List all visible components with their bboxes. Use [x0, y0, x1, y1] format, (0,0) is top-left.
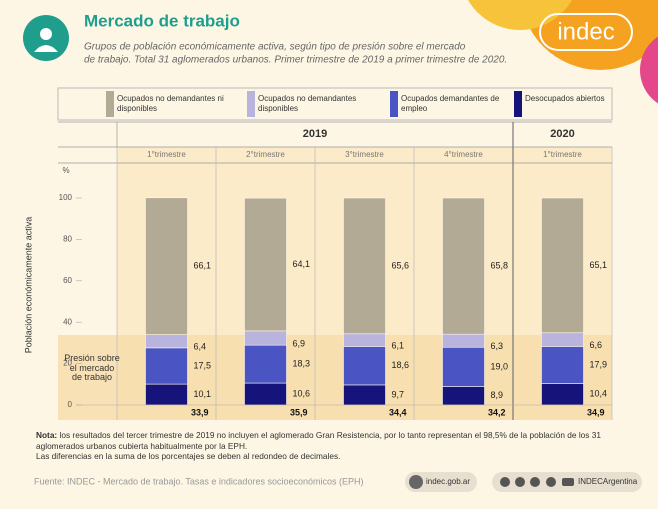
total-label: 35,9: [290, 407, 308, 417]
y-tick-label: 100: [59, 193, 73, 202]
legend-label: Ocupados demandantes de empleo: [401, 94, 500, 113]
social-icon[interactable]: [500, 477, 510, 487]
bar-segment: [244, 330, 287, 346]
x-tick-label: 3°trimestre: [345, 150, 384, 159]
annotation: Presión sobre el mercado de trabajo: [64, 353, 120, 382]
value-label: 6,4: [194, 342, 207, 352]
value-label: 8,9: [491, 390, 504, 400]
icon: [40, 28, 52, 40]
handle[interactable]: INDECArgentina: [578, 477, 638, 486]
value-label: 18,3: [293, 358, 311, 368]
value-label: 65,6: [392, 260, 410, 270]
value-label: 65,8: [491, 260, 509, 270]
bar-segment: [343, 333, 386, 347]
social-icon[interactable]: [546, 477, 556, 487]
legend-label: Ocupados no demandantes disponibles: [258, 94, 357, 113]
value-label: 6,3: [491, 341, 504, 351]
value-label: 10,4: [590, 389, 608, 399]
bar-segment: [442, 333, 485, 348]
bar-segment: [541, 383, 584, 406]
logo-shape: [640, 36, 658, 104]
value-label: 64,1: [293, 259, 311, 269]
bar-segment: [145, 334, 188, 349]
y-unit: %: [62, 166, 69, 175]
bar-segment: [541, 197, 584, 334]
value-label: 19,0: [491, 361, 509, 371]
bar-segment: [541, 346, 584, 384]
value-label: 6,9: [293, 338, 306, 348]
bar-segment: [145, 383, 188, 406]
bar-segment: [244, 344, 287, 384]
y-axis-title: Población económicamente activa: [23, 217, 33, 354]
value-label: 65,1: [590, 260, 608, 270]
bar-segment: [442, 346, 485, 387]
web-icon: [409, 475, 423, 489]
x-tick-label: 1°trimestre: [543, 150, 582, 159]
total-label: 34,4: [389, 407, 407, 417]
y-tick-label: 60: [63, 276, 72, 285]
x-tick-label: 1°trimestre: [147, 150, 186, 159]
value-label: 6,6: [590, 340, 603, 350]
legend-swatch: [390, 91, 398, 117]
note: Nota: los resultados del tercer trimestr…: [36, 430, 626, 462]
icon: [34, 45, 58, 52]
social-icon[interactable]: [530, 477, 540, 487]
subtitle: Grupos de población económicamente activ…: [84, 42, 466, 53]
value-label: 10,6: [293, 388, 311, 398]
note-label: Nota:: [36, 430, 58, 440]
bar-segment: [541, 332, 584, 347]
title: Mercado de trabajo: [84, 11, 240, 30]
bar-segment: [343, 197, 386, 335]
legend-swatch: [247, 91, 255, 117]
y-tick-label: 0: [68, 400, 73, 409]
y-tick-label: 80: [63, 235, 72, 244]
plot: 2019 2020% Población económicamente activa…: [23, 87, 613, 420]
legend-swatch: [106, 91, 114, 117]
bar-segment: [145, 197, 188, 335]
bar-segment: [244, 382, 287, 406]
value-label: 17,9: [590, 359, 608, 369]
value-label: 66,1: [194, 261, 212, 271]
logo-frame: [539, 13, 633, 51]
social-icon[interactable]: [515, 477, 525, 487]
bar-segment: [244, 197, 287, 332]
bar-segment: [343, 384, 386, 406]
social-icon[interactable]: [562, 478, 574, 486]
legend-label: Desocupados abiertos: [525, 94, 605, 103]
logo-text: indec: [557, 18, 614, 45]
y-tick-label: 40: [63, 317, 72, 326]
bar-segment: [145, 347, 188, 385]
value-label: 10,1: [194, 389, 212, 399]
web-pill[interactable]: [405, 472, 477, 492]
source: Fuente: INDEC - Mercado de trabajo. Tasa…: [34, 476, 363, 486]
x-tick-label: 2°trimestre: [246, 150, 285, 159]
value-label: 6,1: [392, 340, 405, 350]
note-text: los resultados del tercer trimestre de 2…: [36, 430, 601, 451]
value-label: 18,6: [392, 360, 410, 370]
bar-segment: [343, 346, 386, 386]
legend-swatch: [514, 91, 522, 117]
y-tick-label: 20: [63, 359, 72, 368]
logo-shape: [468, 0, 572, 30]
year-label: 2019: [303, 128, 327, 140]
bar-segment: [442, 386, 485, 406]
note-text: Las diferencias en la suma de los porcen…: [36, 451, 341, 461]
year-label: 2020: [550, 128, 574, 140]
total-label: 34,2: [488, 407, 506, 417]
value-label: 17,5: [194, 360, 212, 370]
value-label: 9,7: [392, 389, 405, 399]
subtitle: de trabajo. Total 31 aglomerados urbanos…: [84, 55, 507, 66]
bar-segment: [442, 197, 485, 335]
total-label: 34,9: [587, 407, 605, 417]
total-label: 33,9: [191, 407, 209, 417]
website[interactable]: indec.gob.ar: [426, 477, 470, 486]
legend-label: Ocupados no demandantes ni disponibles: [117, 94, 224, 113]
x-tick-label: 4°trimestre: [444, 150, 483, 159]
pressure-band: [58, 335, 612, 420]
